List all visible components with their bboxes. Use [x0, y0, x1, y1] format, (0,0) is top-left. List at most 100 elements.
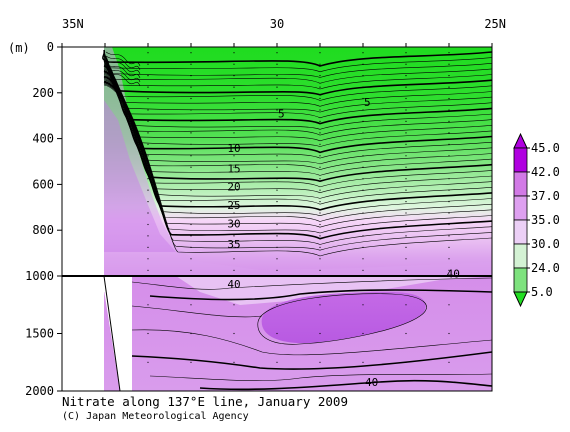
sample-dot [362, 212, 364, 214]
sample-dot [147, 178, 149, 180]
depth-tick-label: 200 [32, 86, 54, 100]
sample-dot [233, 109, 235, 111]
sample-dot [233, 132, 235, 134]
sample-dot [276, 143, 278, 145]
colorbar-label: 24.0 [531, 261, 560, 275]
colorbar-label: 5.0 [531, 285, 553, 299]
sample-dot [362, 166, 364, 168]
sample-dot [233, 97, 235, 100]
contour-line [149, 289, 492, 301]
sample-dot [448, 52, 450, 54]
sample-dot [233, 52, 235, 54]
sample-dot [233, 246, 235, 248]
sample-dot [319, 52, 321, 54]
sample-dot [190, 246, 192, 248]
depth-tick-label: 1500 [25, 327, 54, 341]
sample-dot [362, 178, 364, 180]
sample-dot [276, 332, 278, 335]
sample-dot [233, 332, 235, 335]
sample-dot [319, 178, 321, 180]
sample-dot [405, 304, 407, 306]
contour-label: 15 [227, 162, 240, 175]
colorbar-label: 35.0 [531, 213, 560, 227]
sample-dot [319, 201, 321, 203]
sample-dot [190, 332, 192, 335]
sample-dot [448, 361, 450, 363]
sample-dot [448, 63, 450, 65]
sample-dot [233, 120, 235, 122]
sample-dot [362, 109, 364, 111]
sample-dot [319, 304, 321, 306]
sample-dot [319, 361, 321, 363]
sample-dot [319, 189, 321, 191]
colorbar-segment [513, 219, 528, 245]
sample-dot [362, 269, 364, 271]
sample-dot [190, 304, 192, 306]
sample-dot [147, 52, 149, 54]
sample-dot [147, 166, 149, 168]
sample-dot [233, 143, 235, 145]
contour-line [103, 65, 492, 154]
colorbar-bottom-arrow [513, 291, 528, 308]
contour-line [103, 59, 492, 125]
contour-label: 30 [227, 217, 240, 230]
contour-line [105, 63, 141, 79]
sample-dot [233, 212, 235, 214]
sample-dot [276, 97, 278, 100]
sample-dot [276, 52, 278, 54]
sample-dot [190, 212, 192, 214]
contour-line [103, 75, 492, 211]
sample-dot [190, 120, 192, 122]
sample-dot [405, 86, 407, 88]
sample-dot [319, 132, 321, 134]
sample-dot [405, 332, 407, 335]
sample-dot [362, 132, 364, 134]
sample-dot [405, 269, 407, 271]
sample-dot [319, 223, 321, 226]
contour-line [102, 49, 492, 67]
sample-dot [190, 63, 192, 65]
sample-dot [405, 143, 407, 145]
sample-dot [276, 201, 278, 203]
sample-dot [233, 155, 235, 157]
sample-dot [362, 75, 364, 77]
sample-dot [276, 132, 278, 134]
sample-dot [147, 235, 149, 237]
sample-dot [448, 223, 450, 226]
sample-dot [233, 235, 235, 237]
sample-dot [405, 63, 407, 65]
sample-dot [319, 75, 321, 77]
sample-dot [233, 361, 235, 363]
sample-dot [405, 201, 407, 203]
colorbar-label: 42.0 [531, 165, 560, 179]
sample-dot [190, 86, 192, 88]
sample-dot [147, 132, 149, 134]
sample-dot [190, 75, 192, 77]
contour-line [103, 62, 492, 136]
sample-dot [147, 155, 149, 157]
sample-dot [276, 212, 278, 214]
sample-dot [362, 201, 364, 203]
depth-tick-label: 800 [32, 223, 54, 237]
sample-dot [190, 223, 192, 226]
sample-dot [448, 201, 450, 203]
top-tick-label: 30 [270, 17, 284, 31]
colorbar: 45.0 42.0 37.0 35.0 30.0 24.0 5.0 [513, 132, 560, 308]
sample-dot [362, 361, 364, 363]
sample-dot [448, 235, 450, 237]
top-tick-label: 35N [62, 17, 84, 31]
colorbar-label: 37.0 [531, 189, 560, 203]
sample-dot [362, 235, 364, 237]
sample-dot [276, 223, 278, 226]
contour-line [131, 329, 492, 356]
sample-dot [147, 86, 149, 88]
sample-dot [319, 212, 321, 214]
sample-dot [276, 109, 278, 111]
contour-line [105, 67, 141, 83]
sample-dot [190, 178, 192, 180]
sample-dot [362, 246, 364, 248]
colorbar-segment [513, 195, 528, 221]
contour-label: 40 [365, 376, 378, 389]
sample-dot [405, 166, 407, 168]
sample-dot [233, 201, 235, 203]
